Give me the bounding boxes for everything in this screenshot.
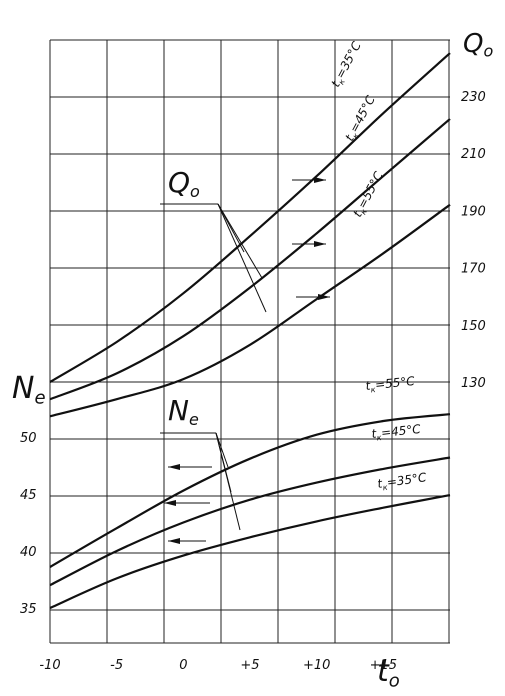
left-tick-label: 50 [20, 431, 37, 446]
right-tick-label: 230 [461, 90, 486, 105]
x-tick-label: +10 [303, 658, 330, 673]
right-tick-label: 130 [461, 376, 486, 391]
left-axis-title: Ne [12, 371, 46, 408]
arrow-head [168, 538, 180, 544]
series-line [49, 52, 451, 383]
axis-titles: Qo Ne to Qo Ne [12, 29, 493, 691]
series-label: tк=45°C [342, 93, 380, 145]
right-tick-label: 210 [461, 147, 486, 162]
series-label: tк=45°C [371, 422, 422, 443]
left-tick-label: 45 [20, 488, 37, 503]
right-axis-title: Qo [463, 29, 493, 61]
series-line [49, 118, 451, 401]
leader-line [215, 432, 241, 531]
x-tick-label: -5 [110, 658, 123, 673]
arrow-head [314, 177, 326, 183]
leader-line [217, 203, 267, 313]
tick-labels: -10 -5 0 +5 +10 +15 130 150 170 190 210 230 35 40 45 50 [20, 90, 486, 673]
series-line [49, 203, 451, 418]
right-tick-label: 150 [461, 319, 486, 334]
series-line [49, 494, 451, 610]
arrow-head [318, 294, 330, 300]
grid [49, 39, 450, 644]
leader-line [217, 203, 263, 279]
arrow-head [168, 464, 180, 470]
annotations [160, 177, 330, 544]
leader-line [217, 203, 245, 253]
arrow-head [314, 241, 326, 247]
series-line [49, 456, 451, 587]
left-tick-label: 40 [20, 545, 37, 560]
x-tick-label: +15 [370, 658, 397, 673]
right-tick-label: 170 [461, 262, 486, 277]
series-label: tк=35°C [328, 39, 366, 91]
x-tick-label: +5 [240, 658, 259, 673]
right-tick-label: 190 [461, 204, 486, 219]
series-label: tк=55°C [365, 374, 416, 395]
x-axis-title: to [377, 654, 400, 691]
x-tick-label: -10 [39, 658, 60, 673]
series-label: tк=55°C [350, 169, 388, 221]
series-label: tк=35°C [376, 470, 428, 493]
series-line [49, 413, 451, 568]
leader-line [215, 432, 229, 468]
arrow-head [164, 500, 176, 506]
q-group-label: Qo [168, 166, 200, 201]
x-tick-label: 0 [179, 658, 187, 673]
left-tick-label: 35 [20, 602, 37, 617]
n-group-label: Ne [168, 394, 199, 429]
curves: tк=35°Ctк=45°Ctк=55°Ctк=55°Ctк=45°Ctк=35… [49, 39, 451, 610]
